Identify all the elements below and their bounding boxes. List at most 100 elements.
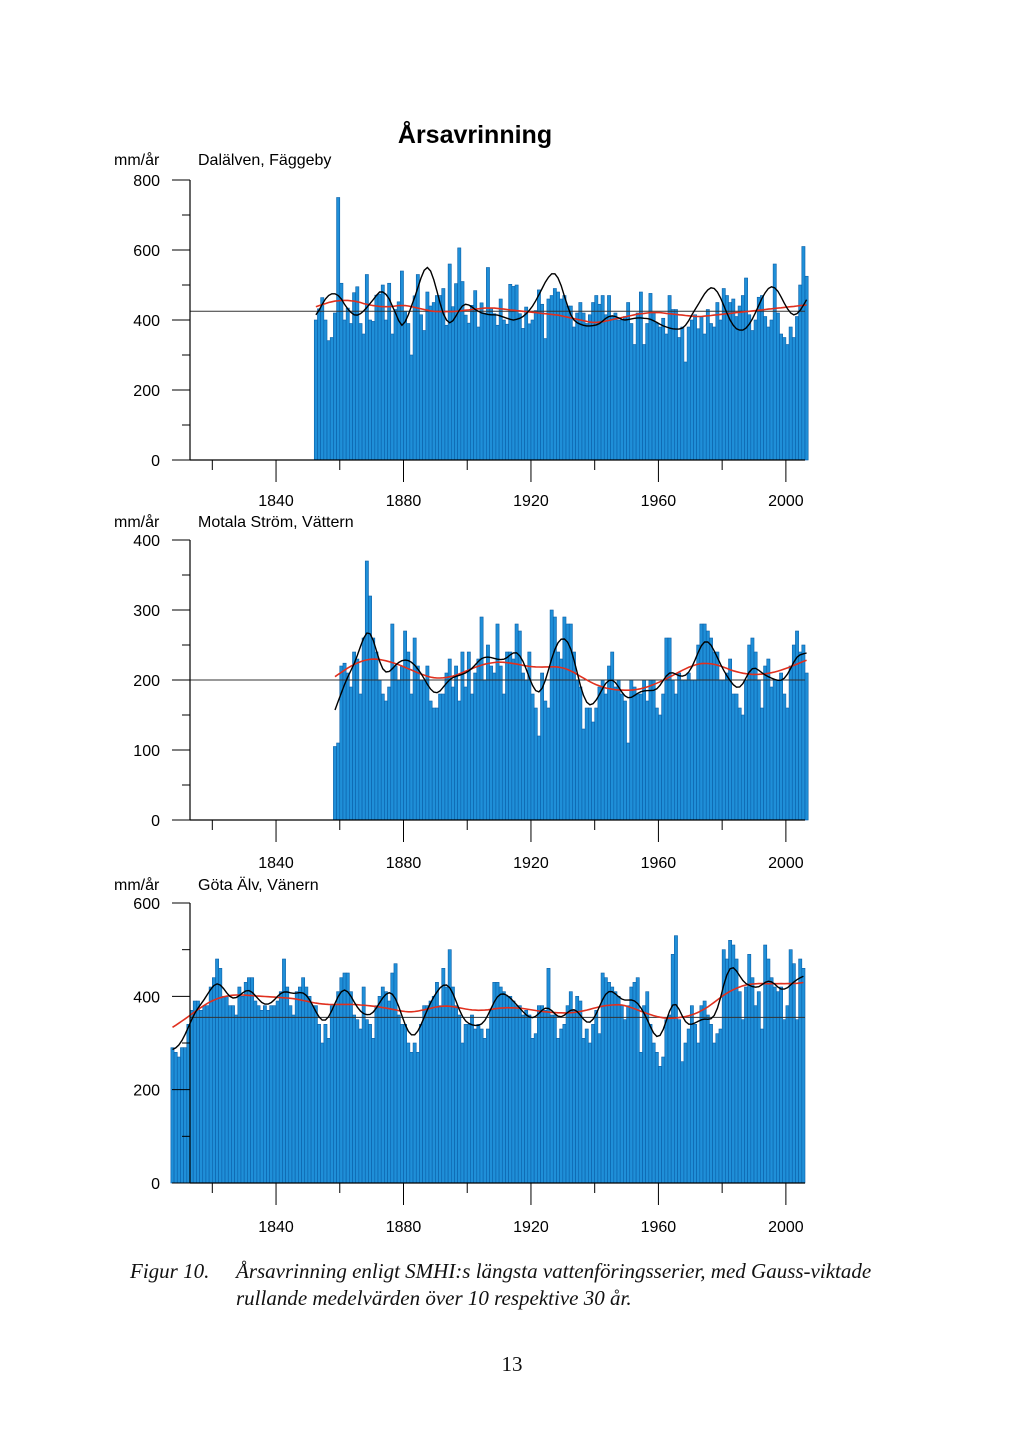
data-bar <box>750 637 755 821</box>
data-bar <box>619 693 624 821</box>
data-bar <box>285 986 290 1184</box>
data-bar <box>709 323 713 461</box>
data-bar <box>511 1000 516 1184</box>
data-bar <box>441 968 446 1184</box>
data-bar <box>403 1024 407 1184</box>
data-bar <box>632 982 637 1184</box>
data-bar <box>409 1052 414 1184</box>
data-bar <box>533 1033 538 1184</box>
data-bar <box>361 986 366 1184</box>
data-bar <box>584 323 589 461</box>
data-bar <box>658 326 662 461</box>
data-bar <box>651 679 656 821</box>
caption-label: Figur 10. <box>130 1259 210 1283</box>
data-bar <box>387 1000 392 1184</box>
data-bar <box>176 1056 181 1184</box>
data-bar <box>412 1042 417 1184</box>
data-bar <box>438 1005 443 1184</box>
data-bar <box>310 1005 315 1184</box>
data-bar <box>543 700 548 821</box>
data-bar <box>658 714 662 821</box>
data-bar <box>240 996 245 1184</box>
data-bar <box>664 1019 669 1184</box>
data-bar <box>693 314 697 461</box>
data-bar <box>498 665 503 821</box>
data-bar <box>667 1014 672 1184</box>
data-bar <box>333 312 337 461</box>
data-bar <box>476 326 481 461</box>
data-bar <box>718 679 723 821</box>
data-bar <box>409 693 414 821</box>
data-bar <box>801 246 806 461</box>
data-bar <box>533 707 538 821</box>
data-bar <box>763 944 768 1184</box>
data-bar <box>431 996 436 1184</box>
data-bar <box>674 693 678 821</box>
data-bar <box>693 1024 697 1184</box>
data-bar <box>769 319 774 461</box>
data-bar <box>734 316 739 461</box>
data-bar <box>728 302 733 461</box>
data-bar <box>482 312 487 461</box>
y-tick-label: 600 <box>133 896 160 913</box>
data-bar <box>753 651 758 821</box>
data-bar <box>588 1042 592 1184</box>
data-bar <box>565 623 570 821</box>
data-bar <box>377 293 382 461</box>
data-bar <box>683 1042 688 1184</box>
data-bar <box>654 707 659 821</box>
data-bar <box>307 996 312 1184</box>
data-bar <box>705 630 710 821</box>
data-bar <box>725 672 729 821</box>
data-bar <box>317 1024 321 1184</box>
data-bar <box>740 1019 745 1184</box>
data-bar <box>715 302 720 461</box>
data-bar <box>457 1014 462 1184</box>
data-bar <box>629 323 634 461</box>
data-bar <box>266 1010 270 1184</box>
data-bar <box>317 308 321 461</box>
data-bar <box>511 286 516 461</box>
data-bar <box>435 295 439 461</box>
data-bar <box>450 686 455 821</box>
panel-subtitle: Göta Älv, Vänern <box>198 876 319 894</box>
data-bar <box>247 977 251 1184</box>
data-bar <box>444 324 449 461</box>
data-bar <box>568 991 573 1184</box>
y-unit-label: mm/år <box>114 513 160 531</box>
data-bar <box>393 665 398 821</box>
data-bar <box>610 316 615 461</box>
data-bar <box>760 295 764 461</box>
data-bar <box>339 977 344 1184</box>
data-bar <box>603 693 608 821</box>
bar-series <box>333 560 809 821</box>
data-bar <box>396 1014 401 1184</box>
data-bar <box>543 338 548 461</box>
data-bar <box>696 1042 701 1184</box>
data-bar <box>763 316 768 461</box>
data-bar <box>686 1028 691 1184</box>
data-bar <box>664 637 669 821</box>
data-bar <box>677 337 682 461</box>
data-bar <box>345 307 350 461</box>
data-bar <box>374 294 379 461</box>
data-bar <box>384 319 388 461</box>
data-bar <box>313 319 318 461</box>
y-tick-label: 0 <box>151 813 160 830</box>
x-tick-label: 2000 <box>768 855 804 872</box>
data-bar <box>466 1024 471 1184</box>
data-bar <box>635 977 640 1184</box>
data-bar <box>419 679 423 821</box>
data-bar <box>728 940 733 1184</box>
data-bar <box>275 1000 280 1184</box>
data-bar <box>549 295 554 461</box>
data-bar <box>253 1000 258 1184</box>
data-bar <box>540 672 545 821</box>
y-tick-label: 800 <box>133 173 160 190</box>
data-bar <box>368 1024 372 1184</box>
data-bar <box>508 651 513 821</box>
data-bar <box>779 986 784 1184</box>
data-bar <box>390 333 395 461</box>
data-bar <box>361 637 366 821</box>
